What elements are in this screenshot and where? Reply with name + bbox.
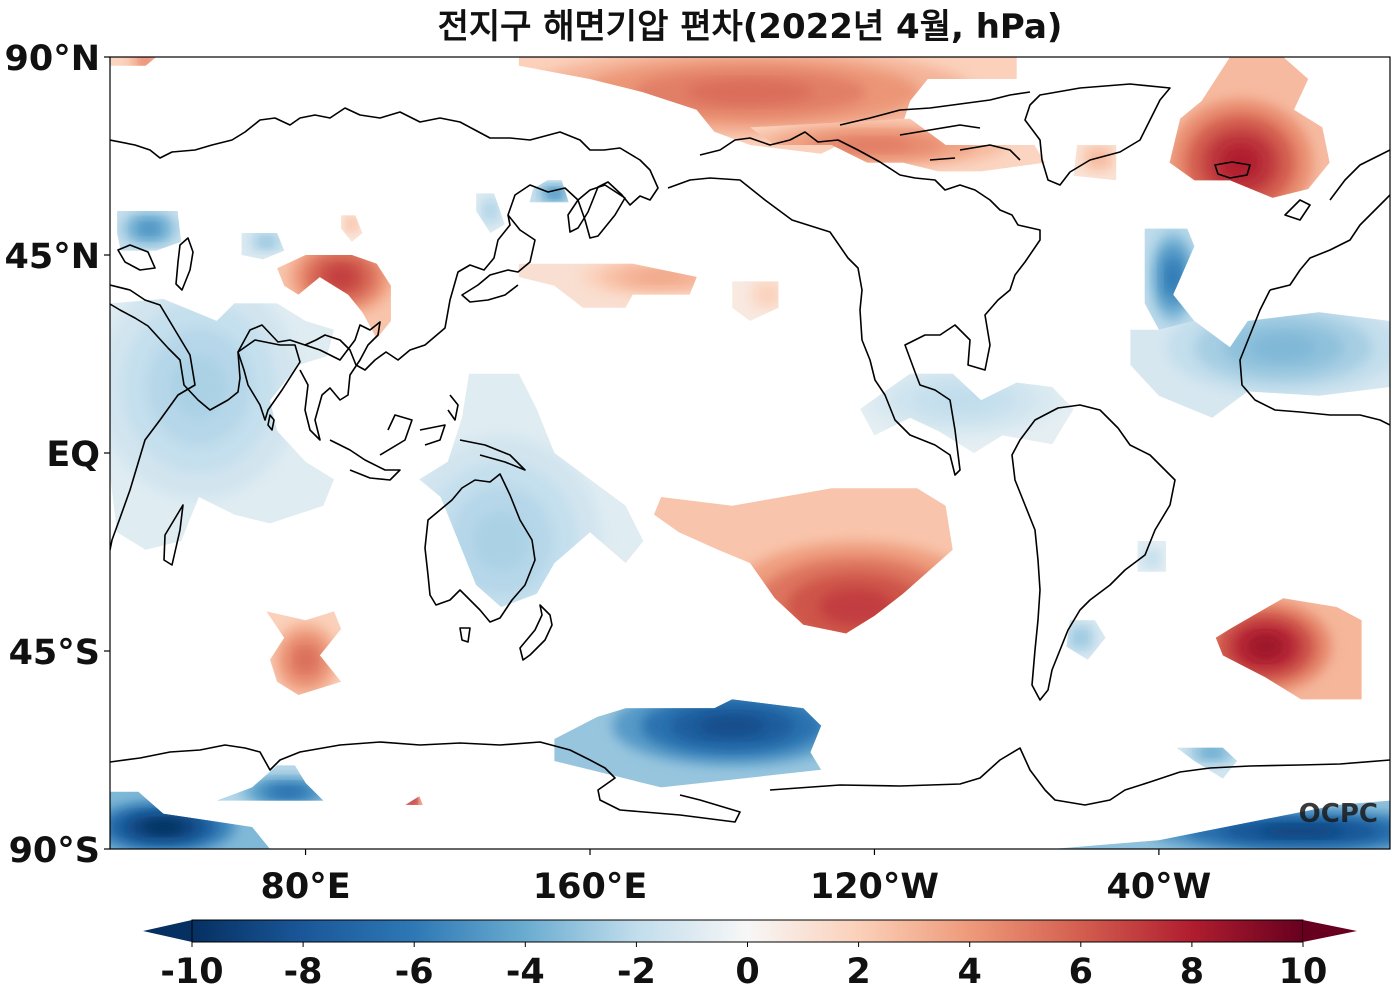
y-tick-label: EQ: [46, 435, 100, 475]
coastline-south-america: [1011, 404, 1176, 701]
chart-title: 전지구 해면기압 편차(2022년 4월, hPa): [438, 7, 1063, 47]
anomaly-contour: [486, 206, 495, 216]
y-tick-label: 90°N: [5, 39, 101, 79]
colorbar-tick-label: 10: [1279, 952, 1328, 992]
colorbar-extend-max-arrow: [1303, 920, 1357, 942]
anomaly-contour: [326, 266, 356, 288]
anomaly-region: [554, 699, 822, 788]
anomaly-contour: [143, 819, 184, 835]
coastline-indonesia: [329, 394, 526, 481]
colorbar-tick-label: -8: [284, 952, 323, 992]
coastline-new-zealand: [519, 604, 553, 661]
anomaly-region: [266, 611, 342, 695]
anomaly-contour: [261, 237, 272, 246]
anomaly-contour: [141, 223, 158, 234]
colorbar-ticks: -10 -8 -6 -4 -2 0 2 4 6 8 10: [160, 942, 1327, 992]
anomaly-contour: [1204, 748, 1220, 757]
anomaly-contour: [472, 511, 530, 571]
coastline-black-sea: [117, 244, 156, 271]
colorbar-tick-label: -4: [506, 952, 545, 992]
anomaly-contour: [761, 289, 774, 300]
anomaly-region: [1073, 145, 1117, 181]
anomaly-contour: [1250, 334, 1317, 361]
colorbar-extend-min-arrow: [143, 920, 192, 942]
anomaly-region: [476, 193, 505, 233]
coastline-antarctica: [110, 741, 1390, 823]
x-axis-ticks: 80°E 160°E 120°W 40°W: [260, 849, 1211, 907]
anomaly-region: [341, 215, 363, 242]
coastline-korea-japan: [461, 214, 536, 303]
anomaly-contour: [698, 714, 766, 737]
x-tick-label: 40°W: [1106, 867, 1211, 907]
y-tick-label: 90°S: [9, 831, 100, 871]
anomaly-contour: [347, 220, 356, 229]
ocpc-logo-text: OCPC: [1299, 799, 1378, 829]
y-axis-ticks: 90°N 45°N EQ 45°S 90°S: [5, 39, 110, 871]
anomaly-region: [1137, 541, 1166, 572]
ocpc-logo: OCPC: [1299, 799, 1378, 829]
anomaly-contour: [1220, 144, 1261, 181]
anomaly-contour: [687, 80, 813, 105]
colorbar-tick-label: 4: [958, 952, 982, 992]
anomaly-region: [1176, 747, 1238, 779]
coastline-kamchatka: [577, 184, 626, 239]
anomaly-contour: [638, 271, 684, 283]
anomaly-region: [241, 233, 285, 260]
coastline-north-america: [667, 131, 1041, 476]
anomaly-contour: [1166, 264, 1180, 290]
y-tick-label: 45°N: [5, 237, 101, 277]
map-panel: 80°E 160°E 120°W 40°W 90°N 45°N EQ 45°S 90°S OC…: [5, 39, 1391, 907]
colorbar-bar: [191, 919, 1304, 943]
anomaly-contour: [1258, 825, 1344, 838]
anomaly-contour: [139, 57, 152, 66]
colorbar-tick-label: -2: [617, 952, 656, 992]
anomaly-contour: [296, 649, 315, 671]
x-tick-label: 120°W: [810, 867, 939, 907]
x-tick-label: 80°E: [260, 867, 350, 907]
y-tick-label: 45°S: [9, 633, 100, 673]
coastline-iceland: [1214, 161, 1251, 179]
anomaly-contour: [170, 355, 228, 419]
coastline-madagascar: [163, 504, 184, 566]
anomaly-region: [110, 57, 157, 66]
colorbar-tick-label: 0: [735, 952, 759, 992]
coastline-australia: [424, 473, 536, 623]
colorbar-tick-label: -10: [160, 952, 223, 992]
anomaly-contour: [1147, 554, 1156, 563]
anomaly-region: [216, 765, 324, 801]
coastline-srilanka: [267, 414, 275, 431]
anomaly-contour: [1247, 633, 1284, 660]
coastline-tasmania: [459, 627, 471, 643]
coastline-indochina: [299, 321, 381, 441]
x-tick-label: 160°E: [533, 867, 647, 907]
anomaly-region: [1066, 620, 1106, 660]
coastlines: [110, 83, 1390, 823]
coastline-india: [237, 339, 301, 421]
colorbar-tick-label: 2: [846, 952, 870, 992]
colorbar-tick-label: 6: [1069, 952, 1093, 992]
anomaly-contour: [1075, 632, 1086, 643]
coastline-greenland: [1024, 83, 1171, 186]
coastline-caspian: [175, 237, 194, 291]
coastline-africa: [110, 284, 196, 551]
anomaly-region: [117, 211, 182, 251]
anomaly-contour: [274, 787, 302, 797]
anomaly-region: [110, 299, 334, 550]
anomaly-region: [732, 281, 779, 321]
coastline-west-africa: [1239, 289, 1390, 426]
coastline-europe-west: [1269, 149, 1390, 291]
colorbar-tick-label: 8: [1180, 952, 1204, 992]
colorbar: -10 -8 -6 -4 -2 0 2 4 6 8 10: [143, 919, 1357, 992]
coastline-canadian-arctic: [839, 91, 1031, 161]
coastline-eurasia: [110, 107, 659, 411]
colorbar-tick-label: -6: [395, 952, 434, 992]
